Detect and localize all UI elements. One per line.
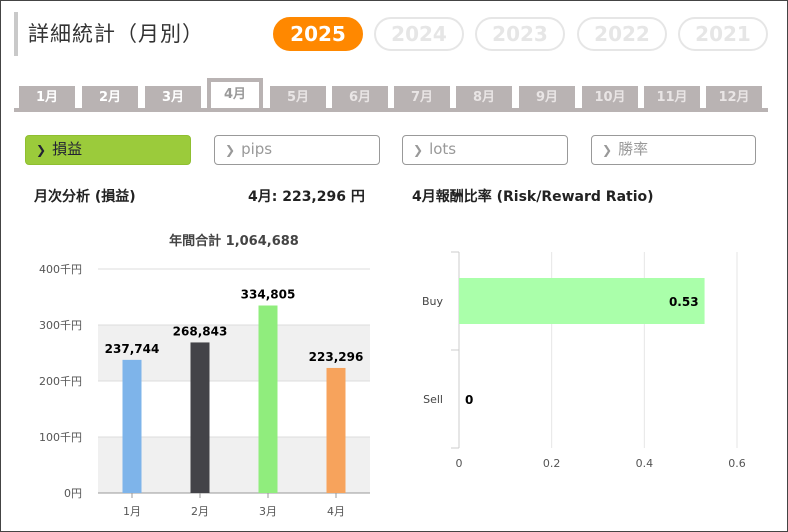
data-label: 237,744 (105, 342, 160, 356)
risk-reward-title: 4月報酬比率 (Risk/Reward Ratio) (412, 189, 654, 205)
year-button-2024[interactable]: 2024 (374, 17, 464, 51)
bar-3 (258, 305, 278, 493)
month-tab-9[interactable]: 9月 (519, 86, 575, 110)
month-tab-1[interactable]: 1月 (19, 86, 75, 110)
x-tick-label: 4月 (327, 505, 345, 518)
data-label: 334,805 (241, 288, 296, 302)
year-button-2023[interactable]: 2023 (475, 17, 565, 51)
y-tick-label: 300千円 (39, 319, 82, 332)
plot-band (98, 269, 370, 325)
year-button-2025[interactable]: 2025 (273, 17, 363, 51)
metric-button-lots[interactable]: ❯ lots (402, 135, 568, 165)
bar-1 (122, 359, 142, 493)
y-tick-label: 400千円 (39, 263, 82, 276)
metric-label: 勝率 (618, 140, 649, 158)
metric-button-pips[interactable]: ❯ pips (214, 135, 380, 165)
chevron-right-icon: ❯ (36, 143, 47, 157)
month-tab-5[interactable]: 5月 (270, 86, 326, 110)
month-total-value: 4月: 223,296 円 (248, 189, 365, 205)
plot-band (98, 381, 370, 437)
year-button-2022[interactable]: 2022 (577, 17, 667, 51)
month-tab-12[interactable]: 12月 (706, 86, 762, 110)
y-tick-label: 0円 (64, 487, 82, 500)
chevron-right-icon: ❯ (225, 143, 236, 157)
x-tick-label: 0.4 (636, 457, 654, 470)
category-label: Sell (423, 393, 443, 406)
month-tab-10[interactable]: 10月 (582, 86, 638, 110)
y-tick-label: 100千円 (39, 431, 82, 444)
category-label: Buy (422, 295, 444, 308)
risk-reward-chart: 0 0.2 0.4 0.6 Buy 0.53 Sell 0 (422, 251, 746, 470)
monthly-analysis-title: 月次分析 (損益) (34, 189, 136, 205)
month-tab-3[interactable]: 3月 (145, 86, 201, 110)
monthly-pnl-chart: 0円 100千円 200千円 300千円 400千円 年間合計 1,064,688 237,… (39, 233, 370, 518)
month-tab-6[interactable]: 6月 (332, 86, 388, 110)
bar-2 (190, 342, 210, 493)
data-label: 0 (465, 393, 473, 407)
x-tick-label: 2月 (191, 505, 209, 518)
month-tab-underline (14, 108, 768, 112)
page-title: 詳細統計（月別） (28, 22, 204, 46)
chart-title: 年間合計 1,064,688 (169, 233, 299, 249)
metric-label: lots (429, 140, 457, 158)
metric-label: pips (241, 140, 273, 158)
bar-4 (326, 367, 346, 493)
data-label: 268,843 (173, 324, 228, 338)
month-tab-4[interactable]: 4月 (207, 78, 263, 112)
plot-band (98, 325, 370, 381)
data-label: 223,296 (309, 350, 364, 364)
month-tab-11[interactable]: 11月 (644, 86, 700, 110)
month-tab-7[interactable]: 7月 (394, 86, 450, 110)
metric-button-profit-loss[interactable]: ❯ 損益 (25, 135, 191, 165)
chevron-right-icon: ❯ (413, 143, 424, 157)
x-tick-label: 3月 (259, 505, 277, 518)
chevron-right-icon: ❯ (602, 143, 613, 157)
month-tab-2[interactable]: 2月 (82, 86, 138, 110)
title-accent-bar (14, 12, 18, 56)
month-tab-8[interactable]: 8月 (456, 86, 512, 110)
year-button-2021[interactable]: 2021 (678, 17, 768, 51)
x-tick-label: 0 (456, 457, 463, 470)
plot-band (98, 437, 370, 493)
data-label: 0.53 (669, 295, 699, 309)
bar-buy (459, 278, 705, 324)
metric-button-win-rate[interactable]: ❯ 勝率 (591, 135, 756, 165)
x-tick-label: 0.2 (543, 457, 561, 470)
x-tick-label: 1月 (123, 505, 141, 518)
y-tick-label: 200千円 (39, 375, 82, 388)
metric-label: 損益 (52, 140, 83, 158)
x-tick-label: 0.6 (728, 457, 746, 470)
